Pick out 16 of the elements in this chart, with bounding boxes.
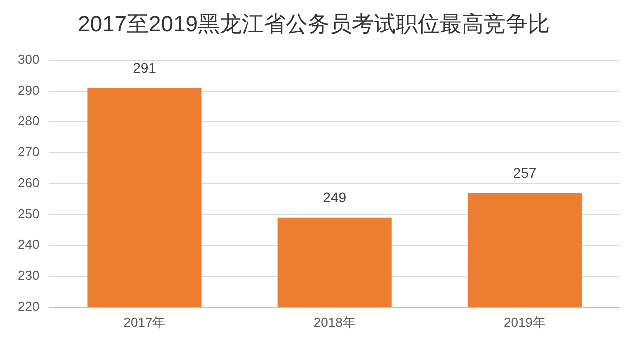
x-tick-label: 2018年 (314, 314, 356, 330)
y-tick-label: 300 (18, 52, 40, 67)
x-tick-label: 2017年 (124, 314, 166, 330)
y-tick-label: 270 (18, 144, 40, 160)
x-tick-label: 2019年 (504, 314, 546, 330)
y-tick-label: 230 (18, 268, 40, 284)
y-tick-label: 260 (18, 175, 40, 190)
y-tick-label: 280 (18, 114, 40, 129)
data-label: 291 (133, 60, 157, 76)
chart-title: 2017至2019黑龙江省公务员考试职位最高竞争比 (78, 11, 550, 36)
data-label: 249 (323, 190, 347, 206)
y-tick-label: 240 (18, 237, 40, 252)
data-label: 257 (513, 165, 537, 182)
y-tick-label: 220 (18, 298, 40, 314)
y-tick-label: 250 (18, 206, 40, 222)
y-tick-label: 290 (18, 82, 40, 98)
